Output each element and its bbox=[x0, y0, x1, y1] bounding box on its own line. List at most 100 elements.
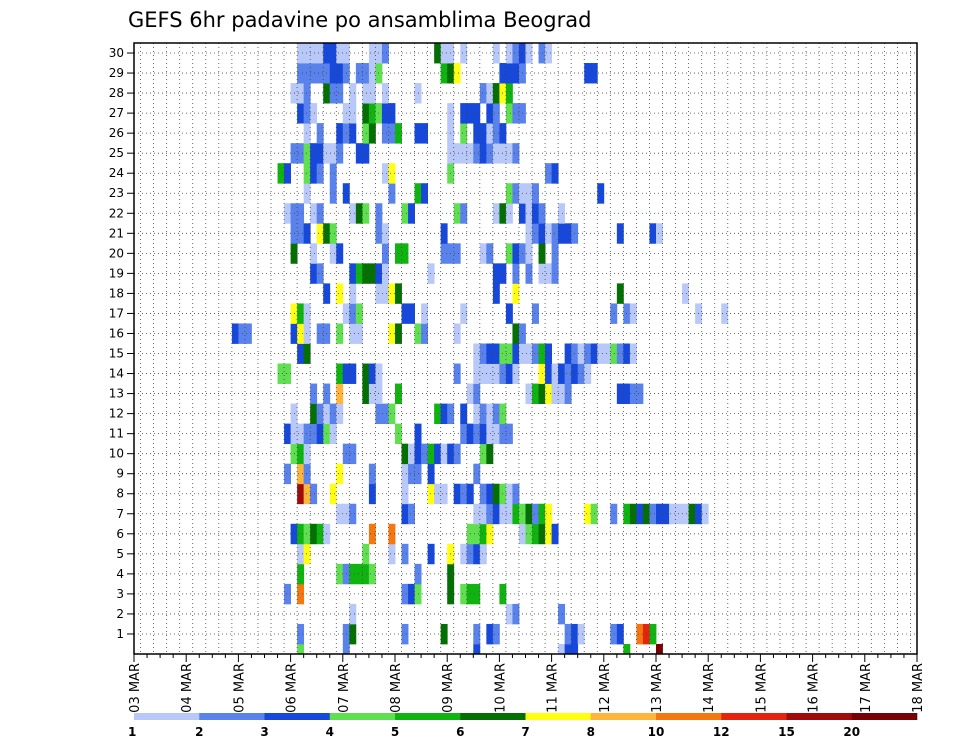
precip-cell bbox=[505, 103, 513, 124]
precip-cell bbox=[564, 363, 572, 384]
precip-cell bbox=[473, 123, 481, 144]
precip-cell bbox=[473, 623, 481, 645]
precip-cell bbox=[492, 423, 500, 445]
precip-cell bbox=[512, 143, 520, 164]
precip-cell bbox=[316, 123, 324, 144]
precip-cell bbox=[355, 323, 363, 344]
legend-tick-label: 20 bbox=[843, 725, 860, 739]
precip-cell bbox=[284, 363, 292, 384]
precip-cell bbox=[512, 103, 520, 124]
precip-cell bbox=[284, 163, 292, 184]
precip-cell bbox=[368, 123, 376, 144]
precip-cell bbox=[408, 443, 415, 465]
precip-cell bbox=[401, 443, 409, 465]
precip-cell bbox=[368, 43, 376, 64]
precip-cell bbox=[473, 403, 481, 425]
precip-cell bbox=[388, 283, 396, 304]
precip-cell bbox=[303, 423, 311, 445]
precip-cell bbox=[473, 363, 481, 384]
y-tick-label: 4 bbox=[116, 567, 124, 581]
precip-cell bbox=[303, 143, 311, 164]
precip-cell bbox=[616, 223, 624, 244]
precip-cell bbox=[349, 603, 357, 625]
precip-cell bbox=[486, 103, 494, 124]
precip-cell bbox=[297, 43, 305, 64]
precip-cell bbox=[297, 523, 305, 545]
precip-cell bbox=[381, 263, 389, 284]
precip-cell bbox=[492, 143, 500, 164]
precip-cell bbox=[434, 43, 442, 64]
precip-cell bbox=[336, 83, 344, 104]
precip-cell bbox=[381, 123, 389, 144]
precip-cell bbox=[349, 323, 357, 344]
precip-cell bbox=[551, 243, 559, 264]
precip-cell bbox=[349, 283, 357, 304]
precip-cell bbox=[362, 83, 370, 104]
precip-cell bbox=[479, 83, 487, 104]
precip-cell bbox=[303, 223, 311, 244]
precip-cell bbox=[453, 363, 461, 384]
x-tick-label: 07 MAR bbox=[337, 663, 352, 713]
precip-cell bbox=[492, 483, 500, 505]
precip-cell bbox=[636, 503, 644, 525]
precip-cell bbox=[355, 563, 363, 585]
precip-cell bbox=[512, 283, 520, 304]
precip-cell bbox=[682, 283, 690, 304]
precip-cell bbox=[297, 103, 305, 124]
precip-cell bbox=[532, 523, 539, 545]
precip-cell bbox=[532, 303, 539, 324]
precip-cell bbox=[427, 483, 435, 505]
precip-cell bbox=[512, 243, 520, 264]
x-tick-label: 04 MAR bbox=[180, 663, 195, 713]
precip-cell bbox=[453, 63, 461, 84]
precip-cell bbox=[336, 563, 344, 585]
precip-cell bbox=[381, 243, 389, 264]
precip-cell bbox=[284, 203, 292, 224]
precip-cell bbox=[303, 123, 311, 144]
precip-cell bbox=[316, 143, 324, 164]
precip-cell bbox=[342, 643, 350, 655]
precip-cell bbox=[440, 483, 448, 505]
precip-cell bbox=[486, 143, 494, 164]
precip-cell bbox=[486, 343, 494, 364]
precip-cell bbox=[297, 483, 305, 505]
x-tick-label: 08 MAR bbox=[389, 663, 404, 713]
precip-cell bbox=[440, 243, 448, 264]
precip-cell bbox=[525, 223, 533, 244]
precip-cell bbox=[362, 103, 370, 124]
precip-cell bbox=[479, 423, 487, 445]
precip-cell bbox=[492, 343, 500, 364]
x-tick-label: 14 MAR bbox=[702, 663, 717, 713]
y-tick-label: 14 bbox=[109, 367, 124, 381]
precip-cell bbox=[297, 343, 305, 364]
precip-cell bbox=[492, 403, 500, 425]
precip-cell bbox=[564, 223, 572, 244]
precip-cell bbox=[629, 343, 637, 364]
precip-cell bbox=[349, 303, 357, 324]
precip-cell bbox=[656, 223, 663, 244]
precip-cell bbox=[453, 203, 461, 224]
x-tick-label: 16 MAR bbox=[807, 663, 822, 713]
precip-cell bbox=[329, 483, 337, 505]
precip-cell bbox=[421, 443, 429, 465]
precip-cell bbox=[701, 503, 709, 525]
precip-cell bbox=[310, 523, 318, 545]
precip-cell bbox=[564, 643, 572, 655]
precip-cell bbox=[368, 463, 376, 485]
chart-title: GEFS 6hr padavine po ansamblima Beograd bbox=[128, 8, 591, 32]
x-tick-label: 12 MAR bbox=[598, 663, 613, 713]
precip-cell bbox=[545, 363, 553, 384]
precip-cell bbox=[473, 423, 481, 445]
x-tick-label: 15 MAR bbox=[754, 663, 769, 713]
precip-cell bbox=[473, 463, 481, 485]
precip-cell bbox=[558, 383, 566, 404]
y-tick-label: 3 bbox=[116, 587, 124, 601]
precip-cell bbox=[349, 503, 357, 525]
precip-cell bbox=[310, 143, 318, 164]
precip-cell bbox=[316, 203, 324, 224]
legend-swatch bbox=[134, 713, 200, 720]
precip-cell bbox=[512, 183, 520, 204]
precip-cell bbox=[329, 83, 337, 104]
precip-cell bbox=[362, 543, 370, 565]
y-tick-label: 21 bbox=[109, 226, 124, 240]
